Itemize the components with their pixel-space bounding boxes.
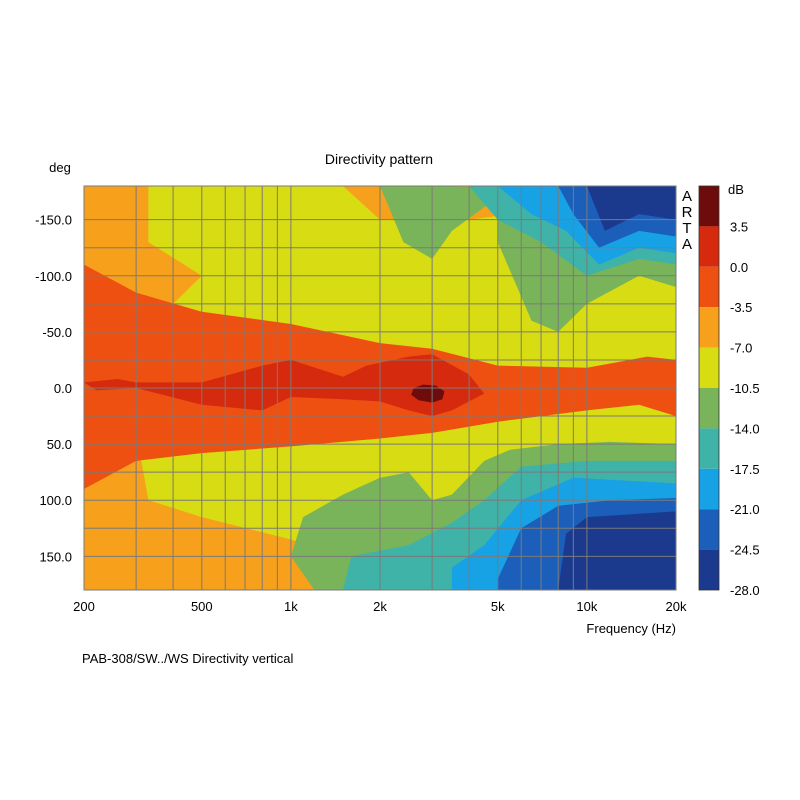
contour-region-3	[84, 354, 485, 417]
y-tick-label: -100.0	[35, 269, 72, 284]
colorbar-band	[699, 509, 719, 550]
watermark-letter: A	[682, 236, 692, 253]
y-tick-label: 0.0	[54, 381, 72, 396]
x-tick-label: 500	[191, 599, 213, 614]
colorbar-band	[699, 388, 719, 429]
colorbar-band	[699, 266, 719, 308]
colorbar-band	[699, 549, 719, 590]
x-axis-ticks: 200 500 1k 2k 5k 10k 20k	[73, 599, 687, 614]
y-tick-label: -50.0	[42, 325, 72, 340]
y-axis-ticks: -150.0 -100.0 -50.0 0.0 50.0 100.0 150.0	[35, 213, 72, 565]
colorbar-band	[699, 226, 719, 267]
watermark-letter: A	[682, 188, 692, 205]
grid-lines	[83, 185, 677, 591]
y-tick-label: 50.0	[47, 437, 72, 452]
x-tick-label: 20k	[666, 599, 687, 614]
chart-caption: PAB-308/SW../WS Directivity vertical	[82, 651, 294, 666]
colorbar-tick-label: 0.0	[730, 260, 748, 275]
colorbar-tick-label: -7.0	[730, 341, 752, 356]
watermark-letter: R	[682, 204, 693, 221]
colorbar-unit-label: dB	[728, 182, 744, 197]
x-tick-label: 10k	[576, 599, 597, 614]
colorbar: 3.5 0.0 -3.5 -7.0 -10.5 -14.0 -17.5 -21.0 -24.5 -…	[698, 185, 760, 598]
colorbar-tick-label: -24.5	[730, 543, 760, 558]
x-tick-label: 1k	[284, 599, 298, 614]
x-tick-label: 200	[73, 599, 95, 614]
x-tick-label: 2k	[373, 599, 387, 614]
contour-region-4	[411, 384, 445, 403]
colorbar-band	[699, 468, 719, 510]
colorbar-band	[699, 186, 719, 227]
colorbar-tick-label: -14.0	[730, 421, 760, 436]
colorbar-tick-label: -28.0	[730, 583, 760, 598]
y-axis-label: deg	[49, 160, 71, 175]
y-tick-label: 150.0	[39, 549, 72, 564]
colorbar-border	[698, 185, 720, 591]
y-tick-label: 100.0	[39, 493, 72, 508]
colorbar-tick-label: -3.5	[730, 300, 752, 315]
colorbar-tick-label: -17.5	[730, 462, 760, 477]
contour-region-14	[558, 511, 676, 590]
colorbar-band	[699, 428, 719, 469]
x-axis-label: Frequency (Hz)	[586, 621, 676, 636]
colorbar-tick-label: -21.0	[730, 502, 760, 517]
contour-layer	[84, 186, 676, 590]
y-tick-label: -150.0	[35, 213, 72, 228]
chart-title: Directivity pattern	[325, 151, 433, 167]
watermark-letter: T	[682, 220, 691, 237]
colorbar-tick-label: -10.5	[730, 381, 760, 396]
colorbar-band	[699, 307, 719, 348]
x-tick-label: 5k	[491, 599, 505, 614]
plot-border	[83, 185, 677, 591]
colorbar-band	[699, 347, 719, 388]
colorbar-tick-label: 3.5	[730, 219, 748, 234]
